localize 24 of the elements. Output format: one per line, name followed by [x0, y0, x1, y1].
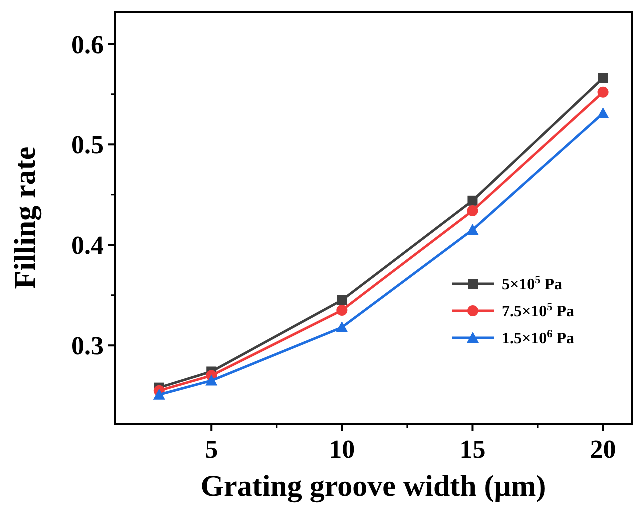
- x-tick-label: 5: [205, 435, 218, 464]
- point: [466, 224, 479, 236]
- legend-label: 1.5×10$^{6}$ Pa: [502, 328, 574, 348]
- x-tick-label: 20: [590, 435, 616, 464]
- point: [598, 86, 609, 98]
- point: [336, 304, 348, 316]
- y-tick-label: 0.3: [72, 332, 104, 361]
- point: [206, 374, 218, 386]
- point: [337, 295, 348, 306]
- point: [468, 196, 478, 206]
- point: [598, 73, 608, 84]
- legend-label: 5×10$^{5}$ Pa: [502, 274, 562, 294]
- x-tick-label: 10: [329, 435, 356, 464]
- legend-label: 7.5×10$^{5}$ Pa: [502, 302, 574, 321]
- y-tick-label: 0.4: [72, 231, 104, 260]
- point: [336, 322, 348, 333]
- y-tick-label: 0.5: [72, 130, 104, 160]
- point: [597, 107, 610, 118]
- point: [153, 388, 166, 400]
- y-tick-label: 0.6: [72, 30, 104, 60]
- point: [467, 205, 478, 216]
- x-tick-label: 15: [460, 435, 486, 464]
- y-axis-title: Filling rate: [9, 146, 42, 290]
- x-axis-title: Grating groove width (μm): [200, 470, 546, 503]
